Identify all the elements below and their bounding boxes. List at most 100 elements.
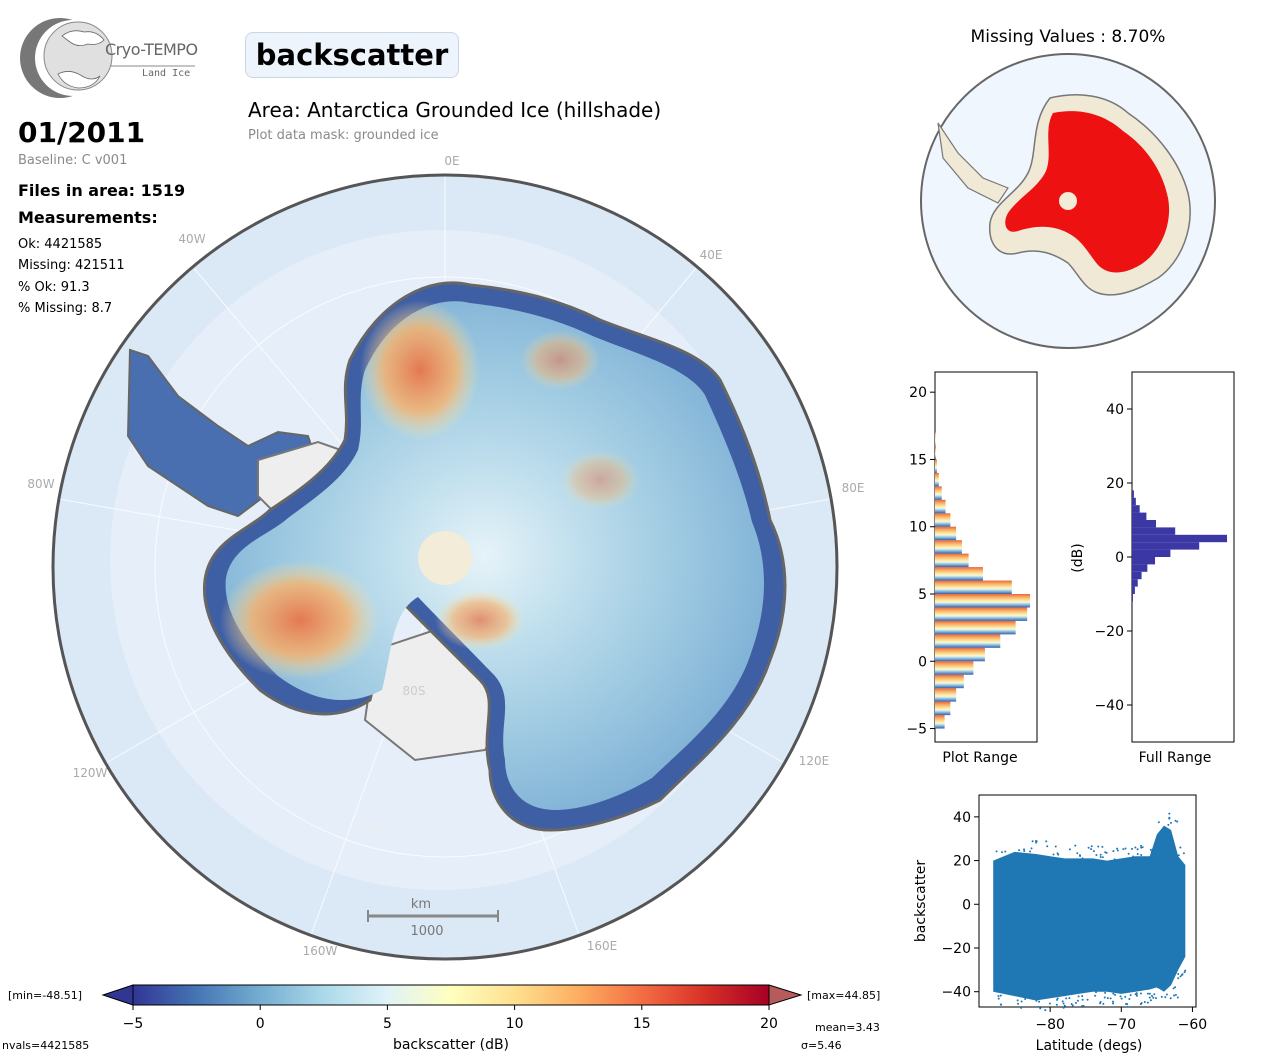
scatter-point: [1074, 844, 1077, 847]
lon-label-80e: 80E: [842, 481, 865, 495]
mean-label: mean=3.43: [815, 1021, 880, 1034]
plot-hist-bar: [935, 513, 951, 527]
plot-hist-bar: [935, 688, 957, 702]
scatter-point: [1037, 1005, 1040, 1008]
full-range-histogram: 40 20 0 −20 −40 (dB) Full Range: [1070, 371, 1235, 766]
scatter-ytick-label: −20: [941, 941, 971, 957]
colorbar: −5 0 5 10 15 20 [min=-48.51] [max=44.85] back…: [2, 984, 880, 1053]
percent-ok: % Ok: 91.3: [18, 280, 90, 295]
scale-bar: km 1000: [367, 897, 499, 939]
scatter-point: [1076, 999, 1079, 1002]
scatter-point: [1020, 1006, 1023, 1009]
plot-hist-bar: [935, 634, 1001, 648]
scatter-point: [1176, 996, 1179, 999]
full-hist-bar: [1132, 586, 1135, 594]
plot-hist-bar: [935, 647, 985, 662]
scatter-point: [1134, 993, 1137, 996]
logo-name: Cryo-TEMPO: [105, 40, 198, 59]
scatter-point: [1179, 846, 1182, 849]
baseline-label: Baseline: C v001: [18, 153, 128, 168]
lon-label-160w: 160W: [303, 944, 338, 958]
full-hist-ytick-label: 40: [1106, 402, 1124, 418]
scatter-point: [1086, 998, 1089, 1001]
scatter-point: [1151, 995, 1154, 998]
full-hist-bar: [1132, 557, 1156, 565]
percent-missing: % Missing: 8.7: [18, 301, 113, 316]
lon-label-80w: 80W: [27, 477, 54, 491]
lat-label-80s: 80S: [403, 684, 426, 698]
scatter-point: [1052, 853, 1055, 856]
scatter-point: [1076, 852, 1079, 855]
plot-hist-bar: [935, 486, 942, 500]
scatter-point: [1101, 845, 1104, 848]
plot-range-histogram: −5 0 5 10 15 20 Plot Range: [906, 371, 1038, 766]
latitude-scatter: 40 20 0 −20 −40 −80 −70 −60 backscatter Latitud…: [913, 794, 1208, 1054]
scatter-ytick-label: −40: [941, 985, 971, 1001]
scatter-xlabel: Latitude (degs): [1036, 1038, 1143, 1054]
scatter-point: [1119, 995, 1122, 998]
colorbar-min-label: [min=-48.51]: [8, 989, 82, 1002]
full-hist-bar: [1132, 564, 1148, 572]
full-hist-ytick-label: 0: [1115, 550, 1124, 566]
nvals-label: nvals=4421585: [2, 1039, 89, 1052]
colorbar-bar: [132, 984, 770, 1006]
scatter-point: [1143, 1001, 1146, 1004]
scatter-xtick-label: −60: [1178, 1017, 1208, 1033]
scatter-point: [1023, 849, 1026, 852]
logo-moon-icon: [20, 18, 195, 98]
scatter-point: [1126, 1005, 1129, 1008]
plot-hist-bar: [935, 661, 974, 675]
variable-title: backscatter: [245, 32, 459, 78]
scatter-point: [1109, 997, 1112, 1000]
scatter-point: [1068, 848, 1071, 851]
scatter-point: [1176, 820, 1179, 823]
scatter-point: [1004, 850, 1007, 853]
scatter-point: [1035, 999, 1038, 1002]
scatter-point: [998, 858, 1001, 861]
scatter-point: [1079, 855, 1082, 858]
full-hist-bar: [1132, 497, 1136, 506]
scatter-point: [1153, 993, 1156, 996]
scatter-point: [1032, 995, 1035, 998]
scatter-point: [1173, 994, 1176, 997]
plot-hist-bar: [935, 620, 1016, 635]
scatter-ylabel: backscatter: [913, 860, 929, 942]
scatter-point: [1154, 997, 1157, 1000]
scatter-ytick-label: 20: [953, 854, 971, 870]
scatter-point: [1172, 987, 1175, 990]
scatter-point: [1135, 994, 1138, 997]
scatter-point: [1082, 1005, 1085, 1008]
scale-unit: km: [411, 897, 431, 912]
scatter-point: [1124, 847, 1127, 850]
scatter-point: [1009, 858, 1012, 861]
scatter-point-cloud: [993, 825, 1186, 1001]
scatter-point: [1081, 998, 1084, 1001]
scatter-point: [1001, 851, 1004, 854]
scatter-point: [1039, 1007, 1042, 1010]
scatter-point: [1152, 996, 1155, 999]
plot-hist-ytick-label: 5: [918, 587, 927, 603]
full-hist-bar: [1132, 542, 1200, 550]
scatter-point: [1183, 971, 1186, 974]
date-label: 01/2011: [18, 116, 146, 149]
missing-values-map: [920, 53, 1216, 349]
full-hist-bar: [1132, 534, 1228, 543]
scatter-point: [1094, 994, 1097, 997]
plot-hist-bar: [935, 540, 962, 554]
colorbar-tick-label: 0: [256, 1016, 265, 1032]
scatter-point: [1044, 1009, 1047, 1012]
scatter-ytick-label: 40: [953, 810, 971, 826]
scatter-point: [1174, 993, 1177, 996]
plot-hist-bar: [935, 567, 983, 581]
scatter-point: [1128, 998, 1131, 1001]
scatter-point: [1017, 1002, 1020, 1005]
scatter-point: [1113, 858, 1116, 861]
scatter-point: [1169, 997, 1172, 1000]
scatter-point: [1099, 856, 1102, 859]
scatter-point: [1160, 995, 1163, 998]
scatter-point: [1120, 997, 1123, 1000]
full-hist-bar: [1132, 520, 1156, 528]
plot-hist-ytick-label: −5: [906, 722, 927, 738]
scatter-point: [1092, 850, 1095, 853]
scatter-point: [1124, 1003, 1127, 1006]
